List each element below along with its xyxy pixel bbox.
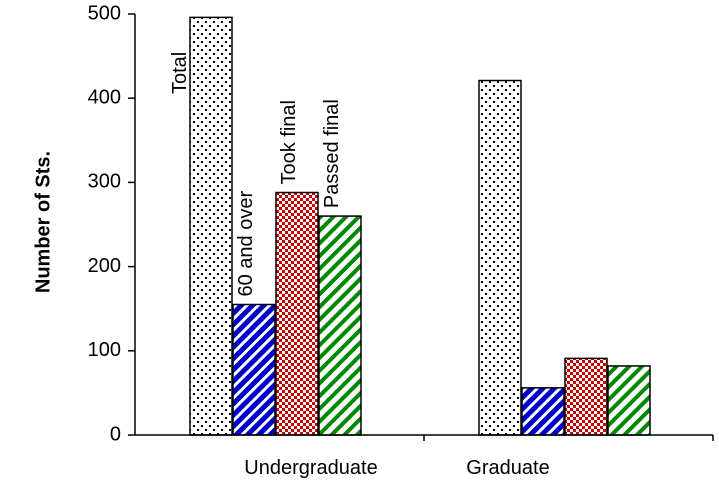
bar-passed-final-graduate (607, 365, 651, 436)
series-label-total: Total (169, 52, 191, 94)
bar-passed-final-undergraduate (318, 215, 362, 436)
y-tick-label: 400 (88, 86, 121, 108)
bar-took-final-graduate (564, 357, 608, 436)
series-label-took-final: Took final (278, 100, 300, 185)
series-label-passed-final: Passed final (321, 99, 343, 208)
bar-60-and-over-undergraduate (232, 303, 276, 436)
y-axis-label: Number of Sts. (32, 151, 54, 293)
y-tick-label: 200 (88, 255, 121, 277)
bar-took-final-undergraduate (275, 191, 319, 436)
y-tick-label: 300 (88, 171, 121, 193)
category-label-undergraduate: Undergraduate (244, 457, 377, 479)
y-tick-label: 500 (88, 2, 121, 24)
y-tick-label: 100 (88, 339, 121, 361)
y-tick-label: 0 (110, 423, 121, 445)
series-label-60-and-over: 60 and over (235, 191, 257, 297)
bar-total-undergraduate (189, 16, 233, 436)
bar-60-and-over-graduate (521, 387, 565, 436)
category-label-graduate: Graduate (466, 457, 549, 479)
bar-total-graduate (478, 79, 522, 436)
